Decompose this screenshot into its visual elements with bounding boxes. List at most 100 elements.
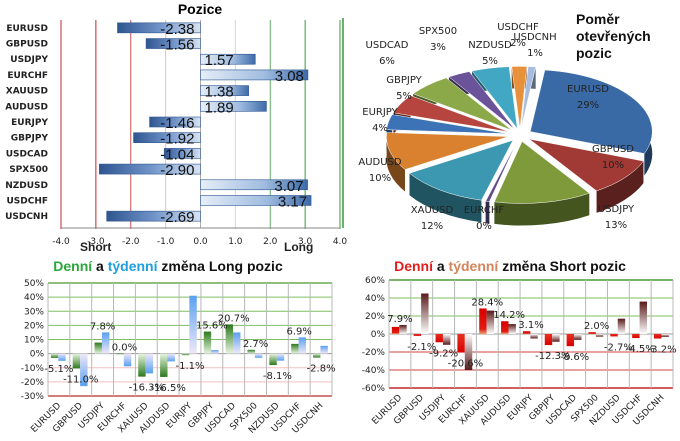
bar — [421, 293, 429, 334]
pie-label-percent: 6% — [379, 56, 395, 67]
pie-label-name: EURCHF — [464, 205, 505, 216]
bar — [661, 334, 669, 337]
bar — [211, 350, 219, 354]
title-part: změna Short pozic — [498, 258, 626, 274]
bar — [566, 334, 575, 347]
bar — [399, 325, 407, 334]
pie-slice — [520, 66, 536, 129]
data-label: 2.0% — [584, 321, 609, 332]
y-tick-label: 50% — [24, 279, 44, 289]
pie-label-percent: 1% — [527, 48, 543, 59]
bar — [200, 69, 309, 81]
pie-label-percent: 4% — [372, 123, 388, 134]
pie-labels: EURUSD 29% GBPUSD 10% USDJPY 13% EURCHF 0% XAUUS… — [358, 22, 635, 232]
category-label: EURCHF — [7, 71, 48, 81]
x-tick-label: -3.0 — [87, 237, 105, 247]
bar — [145, 38, 201, 49]
bar — [200, 179, 308, 191]
data-label: 20.7% — [218, 313, 250, 324]
data-label: -8.6% — [560, 352, 589, 363]
x-tick-label: 2.0 — [263, 237, 278, 247]
pie-label-name: AUDUSD — [358, 157, 402, 168]
category-label: GBPUSD — [6, 40, 48, 50]
short-change-categories: EURUSDGBPUSDUSDJPYEURCHFXAUUSDAUDUSDEURJ… — [370, 393, 666, 428]
bar — [200, 101, 267, 112]
bar — [225, 324, 234, 354]
x-tick-label: 4.0 — [333, 237, 348, 247]
bar — [160, 353, 168, 377]
pie-label-name: USDCNH — [513, 32, 556, 43]
data-label: 15.6% — [196, 321, 228, 332]
category-label: SPX500 — [9, 165, 48, 175]
pie-label-name: GBPJPY — [386, 75, 422, 86]
pie-label-name: EURJPY — [362, 107, 398, 118]
pie-slice — [485, 141, 518, 203]
x-tick-label: -4.0 — [52, 237, 70, 247]
bar — [145, 353, 154, 374]
pie-label-name: USDCHF — [497, 22, 539, 33]
bar — [457, 334, 465, 353]
x-tick-label: 1.0 — [228, 237, 243, 247]
pie-label-percent: 10% — [602, 160, 624, 171]
pie-title-line: Poměr — [576, 11, 620, 27]
pie-label-percent: 3% — [430, 42, 446, 53]
pie-label-name: USDJPY — [598, 204, 635, 215]
open-positions-pie: EURUSD 29% GBPUSD 10% USDJPY 13% EURCHF 0% XAUUS… — [358, 11, 653, 232]
value-label: -1.46 — [160, 115, 194, 132]
bar — [163, 148, 201, 159]
pie-title-line: pozic — [576, 45, 612, 61]
bar — [181, 353, 190, 356]
y-tick-label: -60% — [362, 384, 386, 394]
bar — [117, 22, 201, 34]
pie-label-percent: 5% — [396, 91, 412, 102]
data-label: 14.2% — [493, 310, 525, 321]
bar — [544, 334, 553, 346]
pie-label-percent: 5% — [482, 56, 498, 67]
bar — [479, 308, 487, 334]
bar — [501, 321, 509, 334]
pie-slice — [392, 95, 510, 133]
bar — [50, 353, 59, 358]
data-label: 7.9% — [387, 314, 412, 325]
data-label: 0.0% — [112, 343, 137, 354]
y-tick-label: 0% — [30, 350, 45, 360]
x-tick-label: 3.0 — [298, 237, 313, 247]
bar — [486, 310, 495, 334]
bar — [530, 334, 538, 339]
bar — [617, 318, 626, 334]
pie-label-percent: 0% — [476, 221, 492, 232]
value-label: -1.92 — [160, 131, 194, 148]
data-label: 28.4% — [471, 297, 503, 308]
title-part: a — [433, 258, 449, 274]
title-part: týdenní — [108, 258, 159, 274]
bar — [276, 353, 285, 361]
pie-slice — [493, 141, 590, 204]
bar — [269, 353, 277, 366]
bar — [247, 349, 255, 354]
y-tick-label: 40% — [24, 293, 44, 303]
bar — [189, 295, 197, 354]
pie-title-line: otevřených — [576, 28, 651, 44]
bar — [116, 353, 124, 355]
pie-label-name: NZDUSD — [468, 40, 512, 51]
value-label: -1.04 — [160, 146, 194, 163]
category-label: EURUSD — [6, 24, 48, 34]
title-part: a — [92, 258, 108, 274]
x-tick-label: 0.0 — [193, 237, 208, 247]
data-label: -20.6% — [448, 359, 483, 370]
long-change-chart: Denní a týdenní změna Long pozic 50% 40% 3… — [21, 258, 336, 436]
bar — [72, 353, 81, 369]
short-change-bars — [391, 293, 669, 370]
data-label: 3.1% — [518, 320, 543, 331]
pie-slice-side — [485, 141, 518, 224]
y-tick-label: 0% — [371, 330, 386, 340]
data-label: -2.8% — [307, 364, 336, 375]
bar — [522, 331, 531, 334]
data-label: -8.1% — [263, 371, 292, 382]
data-label: -9.2% — [429, 348, 458, 359]
data-label: -12.3% — [535, 351, 570, 362]
value-label: 3.07 — [274, 178, 303, 195]
bar — [58, 353, 66, 361]
positions-value-labels: -2.38-1.56 1.57 3.08 1.381.89 -1.46-1.92-1.0… — [160, 21, 307, 226]
